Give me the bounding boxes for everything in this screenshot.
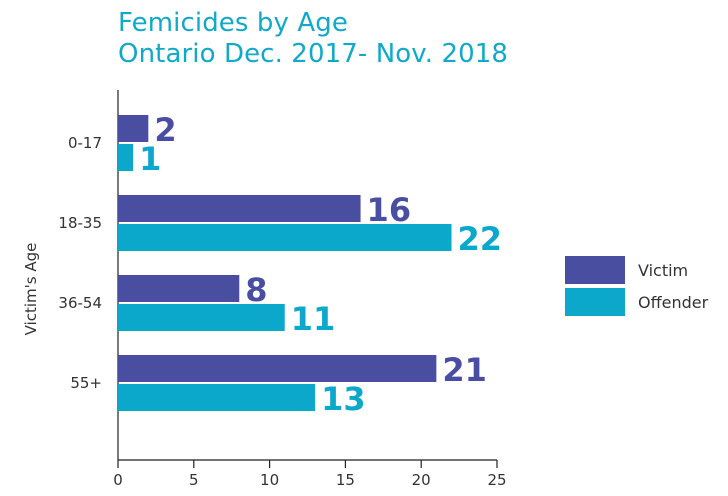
chart-title: Femicides by Age Ontario Dec. 2017- Nov.… xyxy=(118,8,508,70)
bar-offender-2 xyxy=(118,304,285,331)
x-tick-label-5: 25 xyxy=(487,471,506,489)
legend-label-offender: Offender xyxy=(638,293,709,312)
category-label-0: 0-17 xyxy=(68,134,102,152)
data-label-offender-3: 13 xyxy=(321,380,366,418)
x-tick-label-4: 20 xyxy=(412,471,431,489)
bar-victim-0 xyxy=(118,115,149,142)
bar-offender-1 xyxy=(118,224,452,251)
x-tick-label-3: 15 xyxy=(336,471,355,489)
bars-layer xyxy=(118,115,452,411)
x-tick-label-2: 10 xyxy=(260,471,279,489)
labels-layer: 21 16 22 8 11 21 13 xyxy=(139,111,502,418)
category-label-2: 36-54 xyxy=(58,294,102,312)
legend-swatch-victim xyxy=(565,256,625,284)
data-label-victim-1: 16 xyxy=(367,191,412,229)
legend-label-victim: Victim xyxy=(638,261,688,280)
category-label-3: 55+ xyxy=(70,374,102,392)
bar-victim-3 xyxy=(118,355,437,382)
category-label-1: 18-35 xyxy=(58,214,102,232)
x-tick-label-0: 0 xyxy=(113,471,123,489)
data-label-victim-3: 21 xyxy=(442,351,487,389)
x-tick-label-1: 5 xyxy=(189,471,199,489)
data-label-victim-0: 2 xyxy=(154,111,176,149)
data-label-offender-1: 22 xyxy=(458,220,503,258)
bar-victim-1 xyxy=(118,195,361,222)
legend: Victim Offender xyxy=(565,256,709,316)
axis-layer: 0 5 10 15 20 25 Victim's Age 0-17 18-35 36-54 55+ xyxy=(22,90,507,489)
chart-title-line-1: Femicides by Age xyxy=(118,8,348,38)
bar-offender-0 xyxy=(118,144,134,171)
legend-swatch-offender xyxy=(565,288,625,316)
y-axis-label: Victim's Age xyxy=(22,243,40,336)
data-label-offender-2: 11 xyxy=(291,300,336,338)
bar-offender-3 xyxy=(118,384,316,411)
data-label-victim-2: 8 xyxy=(245,271,267,309)
chart-title-line-2: Ontario Dec. 2017- Nov. 2018 xyxy=(118,39,509,69)
data-label-offender-0: 1 xyxy=(139,140,161,178)
bar-victim-2 xyxy=(118,275,240,302)
